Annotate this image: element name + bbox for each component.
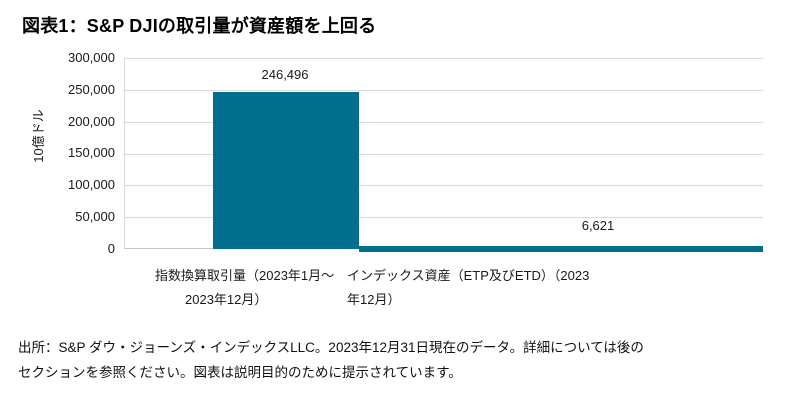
y-tick-label: 0 (107, 241, 115, 256)
y-tick-label: 200,000 (68, 114, 115, 129)
y-tick-label: 300,000 (68, 50, 115, 65)
y-tick-label: 250,000 (68, 82, 115, 97)
value-label-index-assets: 6,621 (581, 218, 615, 233)
gridline (125, 89, 763, 91)
y-tick-label: 100,000 (68, 177, 115, 192)
bar-index-trading-volume (213, 92, 359, 249)
y-tick-label: 150,000 (68, 145, 115, 160)
value-label-trading-volume: 246,496 (261, 67, 309, 82)
x-label-category1-line2: 2023年12月） (185, 292, 268, 307)
chart-title: 図表1：S&P DJIの取引量が資産額を上回る (22, 16, 377, 36)
gridline (125, 185, 763, 187)
x-label-category1-line1: 指数換算取引量（2023年1月～ (155, 268, 335, 283)
y-axis-title: 10億ドル (31, 109, 46, 163)
plot-area (124, 58, 763, 252)
gridline (125, 153, 763, 155)
gridline (125, 121, 763, 123)
bar-index-assets (359, 246, 763, 252)
y-tick-label: 50,000 (75, 209, 115, 224)
source-note-line2: セクションを参照ください。図表は説明目的のために提示されています。 (18, 365, 462, 380)
source-note-line1: 出所：S&P ダウ・ジョーンズ・インデックスLLC。2023年12月31日現在の… (18, 340, 644, 355)
gridline (125, 217, 763, 219)
x-label-category2-line2: 年12月） (347, 292, 401, 307)
x-label-category2-line1: インデックス資産（ETP及びETD）（2023 (347, 268, 590, 283)
gridline (125, 58, 763, 59)
